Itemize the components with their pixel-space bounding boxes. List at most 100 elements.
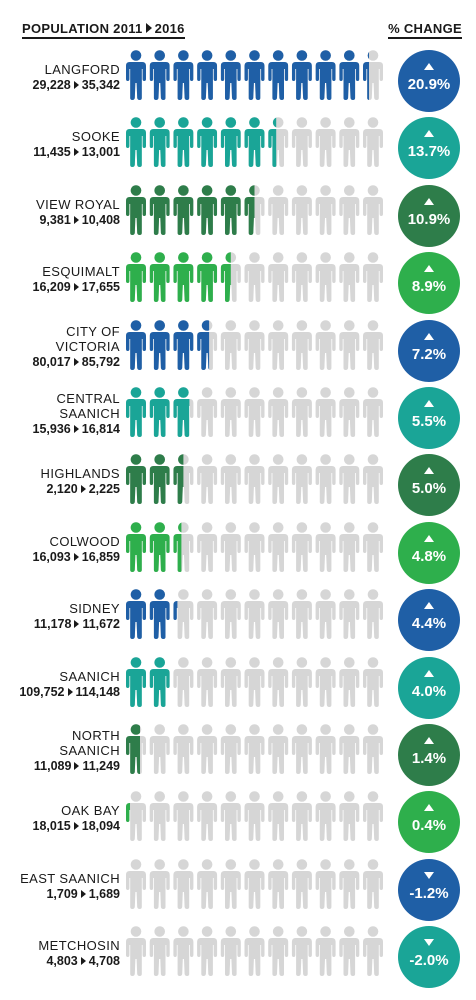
person-icon [268,859,289,909]
person-icon [363,50,383,100]
person-icon [291,926,312,976]
person-icon [363,926,383,976]
pictogram [126,320,383,370]
person-icon [339,50,360,100]
arrow-right-icon [73,553,79,561]
person-icon-fill [268,117,277,167]
chart-row: METCHOSIN 4,803 4,708 -2.0% [0,926,476,998]
person-icon [315,454,336,504]
person-icon [126,791,146,841]
population-2016: 17,655 [81,280,120,294]
percent-change: 13.7% [407,143,451,160]
pictogram [126,657,383,707]
person-icon [363,724,383,774]
chart-row: SAANICH 109,752 114,148 4.0% [0,657,476,729]
population-2016: 85,792 [81,355,120,369]
triangle-up-icon [424,130,434,137]
header-population-2011: POPULATION 2011 [22,21,143,36]
person-icon [173,724,194,774]
person-icon [149,657,170,707]
pictogram [126,454,383,504]
row-label: OAK BAY 18,015 18,094 [33,803,120,834]
change-badge: 5.0% [398,454,460,516]
person-icon [315,859,336,909]
population-2011: 29,228 [32,78,71,92]
person-icon [244,50,265,100]
population-2011: 11,435 [33,145,71,159]
person-icon [339,117,360,167]
person-icon [339,657,360,707]
person-icon [173,387,194,437]
person-icon-fill [126,117,146,167]
person-icon [173,926,194,976]
person-icon [244,522,265,572]
row-label: EAST SAANICH 1,709 1,689 [20,871,120,902]
chart-row: COLWOOD 16,093 16,859 4.8% [0,522,476,594]
person-icon-fill [173,454,184,504]
population-values: 11,089 11,249 [34,759,120,774]
person-icon [339,724,360,774]
person-icon [244,320,265,370]
person-icon [363,522,383,572]
person-icon [197,320,218,370]
person-icon [220,791,241,841]
population-values: 9,381 10,408 [36,213,120,228]
population-2016: 11,249 [82,759,120,773]
triangle-up-icon [424,737,434,744]
person-icon [197,589,218,639]
municipality-name: OAK BAY [61,803,120,818]
person-icon-fill [197,252,218,302]
arrow-right-icon [73,283,79,291]
person-icon-fill [126,522,146,572]
population-2011: 109,752 [19,685,65,699]
population-2011: 80,017 [32,355,71,369]
person-icon [197,117,218,167]
change-badge: 8.9% [398,252,460,314]
row-label: LANGFORD 29,228 35,342 [33,62,120,93]
person-icon [126,522,146,572]
person-icon [291,387,312,437]
row-label: VIEW ROYAL 9,381 10,408 [36,197,120,228]
municipality-name: SOOKE [71,129,120,144]
person-icon [149,185,170,235]
municipality-name: EAST SAANICH [20,871,120,886]
percent-change: 8.9% [411,278,447,295]
person-icon [268,522,289,572]
person-icon-fill [173,387,190,437]
chart-row: VIEW ROYAL 9,381 10,408 10.9% [0,185,476,257]
population-2016: 4,708 [88,954,120,968]
person-icon [149,454,170,504]
person-icon [268,791,289,841]
municipality-name: SAANICH [59,743,120,758]
population-values: 80,017 85,792 [33,355,120,370]
row-label: ESQUIMALT 16,209 17,655 [33,264,120,295]
person-icon [363,454,383,504]
person-icon [244,252,265,302]
change-badge: 4.0% [398,657,460,719]
person-icon-fill [126,454,146,504]
triangle-up-icon [424,602,434,609]
arrow-right-icon [67,688,73,696]
person-icon-fill [126,252,146,302]
person-icon [173,185,194,235]
percent-change: 4.4% [411,615,447,632]
person-icon [173,252,194,302]
person-icon-fill [149,117,170,167]
chart-row: OAK BAY 18,015 18,094 0.4% [0,791,476,863]
population-values: 18,015 18,094 [33,819,120,834]
person-icon [220,320,241,370]
population-values: 109,752 114,148 [19,685,120,700]
percent-change: 1.4% [411,750,447,767]
person-icon [315,522,336,572]
person-icon [268,454,289,504]
municipality-name: VIEW ROYAL [36,197,120,212]
person-icon-fill [126,185,146,235]
person-icon-fill [197,185,218,235]
chart-row: NORTH SAANICH 11,089 11,249 1.4% [0,724,476,796]
pictogram [126,522,383,572]
person-icon [291,791,312,841]
person-icon [220,589,241,639]
person-icon [173,522,194,572]
municipality-name: SAANICH [59,406,120,421]
person-icon [244,859,265,909]
